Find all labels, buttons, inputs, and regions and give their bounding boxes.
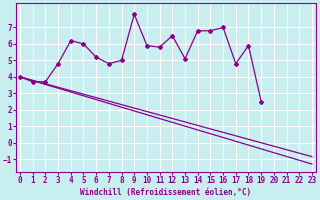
X-axis label: Windchill (Refroidissement éolien,°C): Windchill (Refroidissement éolien,°C) (80, 188, 252, 197)
